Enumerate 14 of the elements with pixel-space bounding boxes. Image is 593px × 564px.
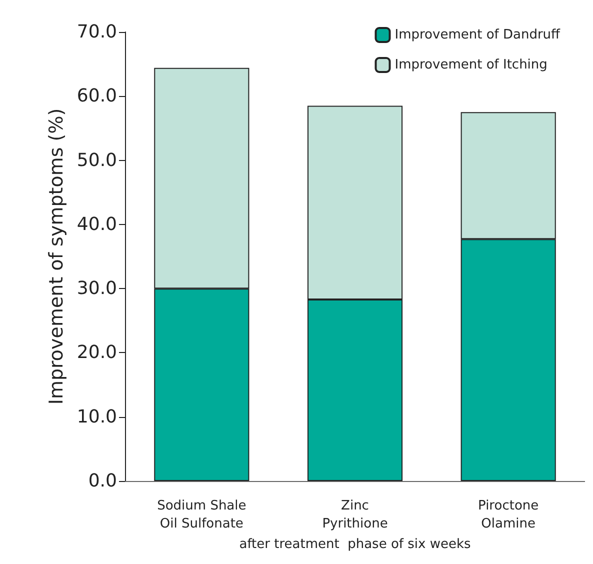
legend-label: Improvement of Itching xyxy=(394,58,548,72)
y-tick-label: 40.0 xyxy=(76,214,117,235)
legend-label: Improvement of Dandruff xyxy=(394,28,562,42)
x-tick-label: Piroctone Olamine xyxy=(478,498,539,532)
y-tick-label: 10.0 xyxy=(76,406,117,428)
y-tick-label: 70.0 xyxy=(76,22,117,42)
x-axis-title: after treatment phase of six weeks xyxy=(239,536,471,552)
y-tick-label: 30.0 xyxy=(76,278,117,300)
x-tick-label: Zinc Pyrithione xyxy=(322,498,388,532)
y-axis-title: Improvement of symptoms (%) xyxy=(46,108,68,405)
y-tick-label: 0.0 xyxy=(88,470,117,492)
y-tick-label: 50.0 xyxy=(76,150,117,171)
y-tick-label: 60.0 xyxy=(76,86,117,107)
y-tick-label: 20.0 xyxy=(76,342,117,364)
